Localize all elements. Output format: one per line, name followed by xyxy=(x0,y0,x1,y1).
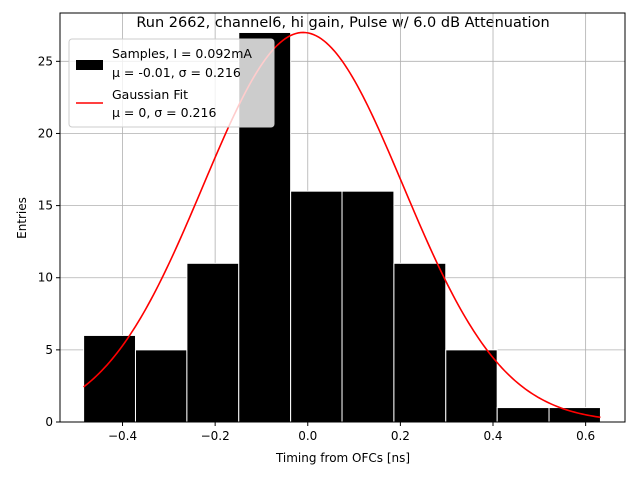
x-tick-label: 0.2 xyxy=(391,429,410,443)
plot-frame xyxy=(59,12,626,423)
legend-samples-label-line2: μ = -0.01, σ = 0.216 xyxy=(112,65,241,80)
legend-fit-label-line1: Gaussian Fit xyxy=(112,87,188,102)
histogram-bars xyxy=(83,31,601,423)
x-axis-ticks: −0.4 −0.2 0.0 0.2 0.4 0.6 xyxy=(108,422,595,443)
histogram-bar xyxy=(548,407,601,423)
y-tick-label: 10 xyxy=(38,271,53,285)
y-tick-label: 20 xyxy=(38,126,53,140)
histogram-bar xyxy=(290,190,343,423)
histogram-bar xyxy=(341,190,395,423)
histogram-bar xyxy=(134,349,188,423)
chart-title: Run 2662, channel6, hi gain, Pulse w/ 6.… xyxy=(136,15,549,31)
x-tick-label: −0.2 xyxy=(201,429,230,443)
legend-samples-label-line1: Samples, I = 0.092mA xyxy=(112,46,252,61)
histogram-bar xyxy=(445,349,498,423)
x-tick-label: 0.6 xyxy=(576,429,595,443)
x-tick-label: −0.4 xyxy=(108,429,137,443)
legend-fit-label-line2: μ = 0, σ = 0.216 xyxy=(112,105,216,120)
y-tick-label: 25 xyxy=(38,54,53,68)
y-tick-label: 0 xyxy=(45,415,53,429)
x-tick-label: 0.0 xyxy=(298,429,317,443)
gaussian-fit-line xyxy=(83,31,601,419)
histogram-bar xyxy=(83,334,136,423)
y-axis-label: Entries xyxy=(15,197,29,239)
y-tick-label: 15 xyxy=(38,199,53,213)
x-tick-label: 0.4 xyxy=(483,429,502,443)
histogram-bar xyxy=(393,262,447,423)
y-tick-label: 5 xyxy=(45,343,53,357)
histogram-bar xyxy=(496,407,550,423)
x-axis-label: Timing from OFCs [ns] xyxy=(275,451,410,465)
legend-samples-swatch xyxy=(76,60,103,70)
histogram-bar xyxy=(186,262,240,423)
legend-box xyxy=(68,38,275,128)
y-axis-ticks: 0 5 10 15 20 25 xyxy=(38,54,60,429)
legend: Samples, I = 0.092mA μ = -0.01, σ = 0.21… xyxy=(68,38,275,128)
